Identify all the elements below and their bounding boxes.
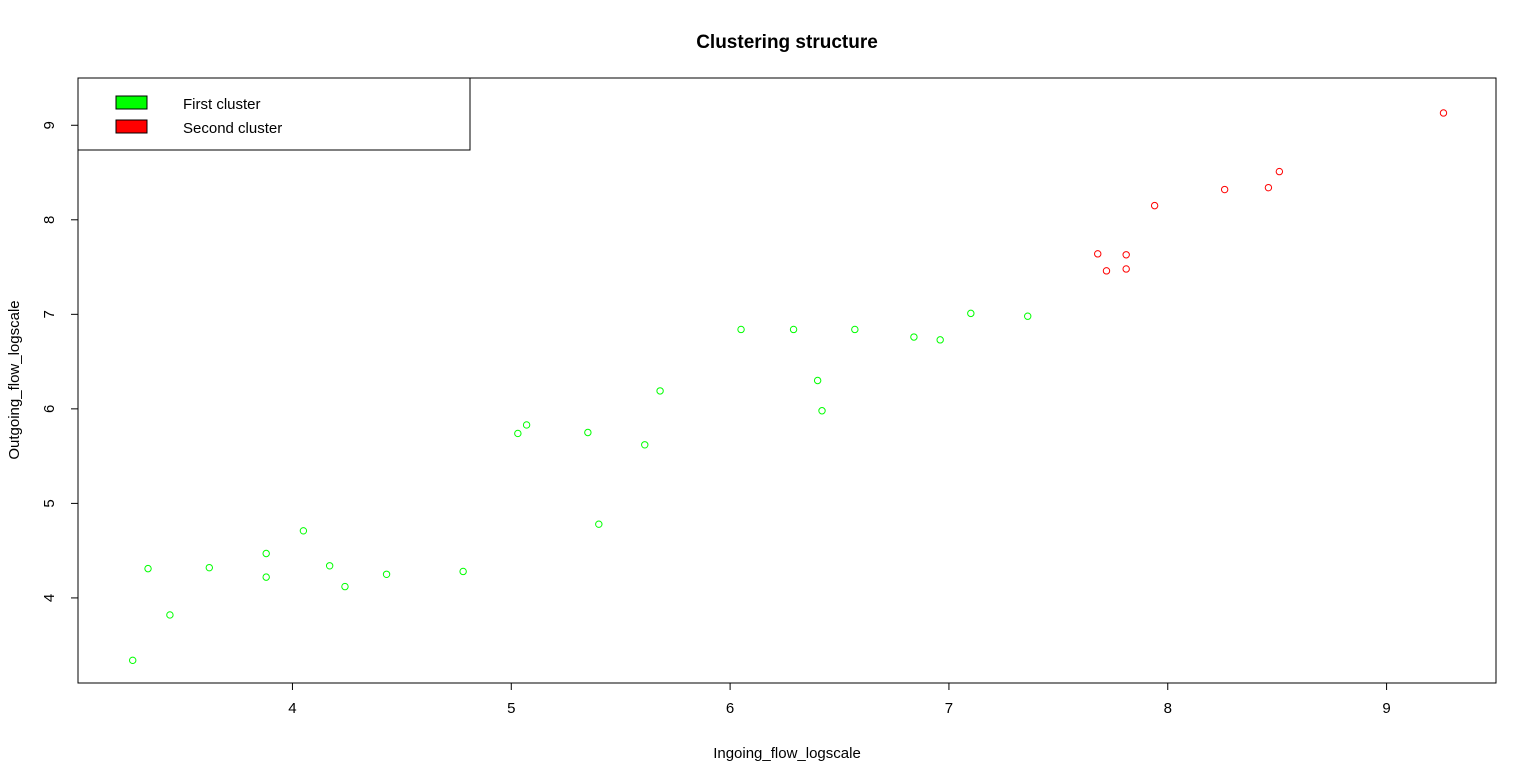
data-point-first-cluster [129, 656, 137, 665]
data-point-first-cluster [656, 387, 664, 395]
data-point-first-cluster [341, 582, 349, 591]
data-point-first-cluster [967, 309, 975, 318]
data-point-first-cluster [584, 428, 592, 437]
chart-title: Clustering structure [696, 32, 878, 53]
data-point-first-cluster [789, 325, 798, 334]
data-point-first-cluster [522, 421, 531, 429]
data-point-first-cluster [459, 567, 467, 576]
legend-label-first-cluster: First cluster [183, 96, 261, 113]
data-point-first-cluster [262, 549, 270, 558]
legend-box [77, 77, 471, 151]
legend-swatch-first-cluster [115, 95, 148, 110]
x-axis-label: Ingoing_flow_logscale [713, 745, 861, 762]
plot-area-border [77, 77, 1497, 684]
data-point-first-cluster [851, 325, 859, 334]
data-point-first-cluster [262, 573, 270, 581]
data-point-second-cluster [1264, 183, 1273, 192]
data-point-second-cluster [1102, 267, 1111, 275]
data-point-second-cluster [1439, 109, 1448, 117]
data-point-first-cluster [325, 562, 334, 570]
data-point-first-cluster [813, 376, 822, 385]
legend: First cluster Second cluster [77, 77, 471, 151]
legend-swatch-second-cluster [115, 119, 148, 134]
y-tick-label: 8 [41, 216, 58, 224]
y-axis: 4 5 6 7 8 9 [41, 121, 79, 602]
x-axis: 4 5 6 7 8 9 [288, 682, 1391, 717]
y-tick-label: 5 [41, 499, 58, 507]
data-point-second-cluster [1094, 250, 1102, 258]
data-point-second-cluster [1220, 185, 1229, 194]
data-points [129, 109, 1448, 665]
y-tick-label: 4 [41, 594, 58, 602]
y-axis-label: Outgoing_flow_logscale [6, 300, 23, 459]
data-point-first-cluster [910, 333, 918, 341]
y-tick-label: 9 [41, 121, 58, 129]
x-tick-label: 5 [507, 700, 515, 717]
data-point-first-cluster [936, 336, 944, 344]
x-tick-label: 9 [1382, 700, 1390, 717]
x-tick-label: 4 [288, 700, 296, 717]
data-point-second-cluster [1122, 265, 1130, 273]
legend-label-second-cluster: Second cluster [183, 120, 282, 137]
x-tick-label: 6 [726, 700, 734, 717]
data-point-first-cluster [166, 611, 174, 619]
y-tick-label: 7 [41, 310, 58, 318]
data-point-second-cluster [1122, 251, 1130, 259]
data-point-first-cluster [299, 527, 308, 535]
data-point-first-cluster [382, 570, 391, 578]
data-point-first-cluster [514, 429, 522, 438]
data-point-first-cluster [641, 441, 649, 449]
data-point-second-cluster [1275, 167, 1284, 176]
data-point-first-cluster [818, 407, 826, 415]
x-tick-label: 8 [1164, 700, 1172, 717]
y-tick-label: 6 [41, 405, 58, 413]
data-point-first-cluster [1024, 312, 1032, 320]
data-point-first-cluster [144, 564, 152, 573]
data-point-first-cluster [595, 520, 603, 528]
data-point-first-cluster [737, 325, 745, 334]
data-point-first-cluster [205, 563, 213, 572]
x-tick-label: 7 [945, 700, 953, 717]
data-point-second-cluster [1150, 201, 1159, 210]
